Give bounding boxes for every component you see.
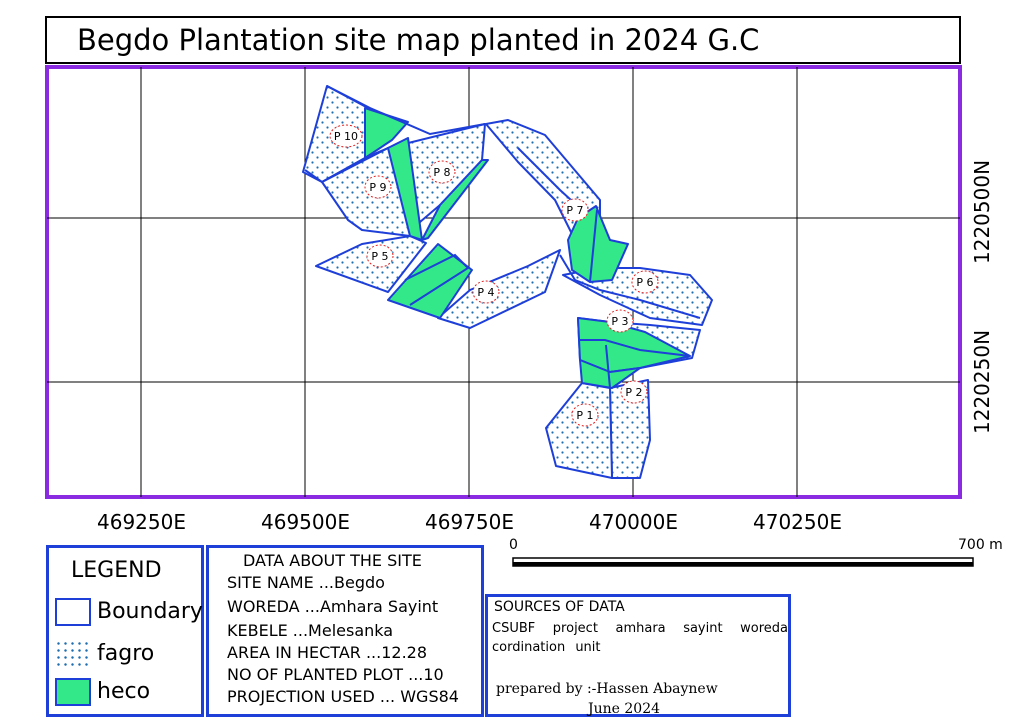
scale-start-label: 0	[509, 537, 518, 553]
site-info-line: AREA IN HECTAR ...12.28	[227, 643, 428, 662]
boundary-line	[589, 209, 598, 283]
map-title-box: Begdo Plantation site map planted in 202…	[45, 16, 961, 64]
plot-label-p5: P 5	[366, 244, 394, 268]
heco-area-p4	[387, 243, 473, 319]
easting-label-469750E: 469750E	[425, 510, 514, 534]
sources-panel: SOURCES OF DATA CSUBF project amhara say…	[485, 594, 791, 717]
site-info-line: WOREDA ...Amhara Sayint	[227, 597, 439, 616]
plot-label-p8-text: P 8	[433, 166, 450, 179]
legend-panel: LEGEND Boundary fagro heco	[46, 545, 204, 717]
plot-label-p3: P 3	[606, 309, 634, 333]
map-title: Begdo Plantation site map planted in 202…	[77, 23, 760, 57]
plot-label-p7: P 7	[561, 198, 589, 222]
legend-label-fagro: fagro	[97, 641, 155, 666]
site-info-panel: DATA ABOUT THE SITE SITE NAME ...Begdo W…	[206, 545, 484, 717]
heco-swatch-icon	[55, 678, 91, 706]
northing-label-1220250N: 1220250N	[970, 329, 994, 434]
boundary-swatch-icon	[55, 598, 91, 626]
plot-label-p3-text: P 3	[611, 315, 628, 328]
legend-label-heco: heco	[97, 679, 151, 704]
plot-label-p5-text: P 5	[371, 250, 388, 263]
easting-label-469500E: 469500E	[261, 510, 350, 534]
boundary-lines	[304, 85, 701, 389]
scale-end-label: 700 m	[958, 537, 1003, 553]
plot-label-p7-text: P 7	[566, 204, 583, 217]
boundary-line	[605, 344, 611, 389]
site-info-title: DATA ABOUT THE SITE	[243, 551, 422, 570]
plot-label-p1: P 1	[571, 403, 599, 427]
plot-label-p2: P 2	[620, 380, 648, 404]
site-info-line: SITE NAME ...Begdo	[227, 573, 385, 592]
boundary-line	[404, 253, 470, 306]
plot-label-p2-text: P 2	[625, 386, 642, 399]
plot-labels: P 10 P 9 P 8 P 7 P 5 P 4 P 6 P 3 P 2 P 1	[329, 124, 659, 427]
heco-area-p2	[579, 359, 641, 389]
plot-label-p9: P 9	[364, 175, 392, 199]
fagro-swatch-icon	[55, 640, 91, 668]
heco-area-p8	[421, 159, 489, 241]
sources-title: SOURCES OF DATA	[494, 599, 625, 615]
site-info-line: PROJECTION USED ... WGS84	[227, 687, 459, 706]
plot-label-p6-text: P 6	[636, 276, 653, 289]
site-info-line: NO OF PLANTED PLOT ...10	[227, 665, 444, 684]
easting-label-470000E: 470000E	[589, 510, 678, 534]
prepared-date: June 2024	[588, 701, 661, 717]
prepared-by: prepared by :-Hassen Abaynew	[496, 681, 718, 697]
plot-label-p9-text: P 9	[369, 181, 386, 194]
scale-bar	[512, 557, 974, 567]
plot-label-p1-text: P 1	[576, 409, 593, 422]
boundary-line	[326, 85, 486, 136]
plot-label-p4-text: P 4	[477, 286, 494, 299]
northing-label-1220500N: 1220500N	[970, 159, 994, 264]
easting-label-470250E: 470250E	[753, 510, 842, 534]
boundary-line	[578, 339, 691, 357]
easting-label-469250E: 469250E	[97, 510, 186, 534]
boundary-line	[304, 147, 389, 184]
plot-label-p4: P 4	[472, 280, 500, 304]
plot-label-p10-text: P 10	[334, 130, 358, 143]
site-info-line: KEBELE ...Melesanka	[227, 621, 394, 640]
legend-label-boundary: Boundary	[97, 599, 203, 624]
sources-text: CSUBF project amhara sayint woreda cordi…	[492, 621, 788, 655]
plot-label-p6: P 6	[631, 270, 659, 294]
heco-areas	[364, 107, 691, 389]
plot-label-p10: P 10	[329, 124, 363, 148]
boundary-line	[559, 254, 701, 319]
plot-label-p8: P 8	[428, 160, 456, 184]
legend-title: LEGEND	[71, 558, 162, 583]
